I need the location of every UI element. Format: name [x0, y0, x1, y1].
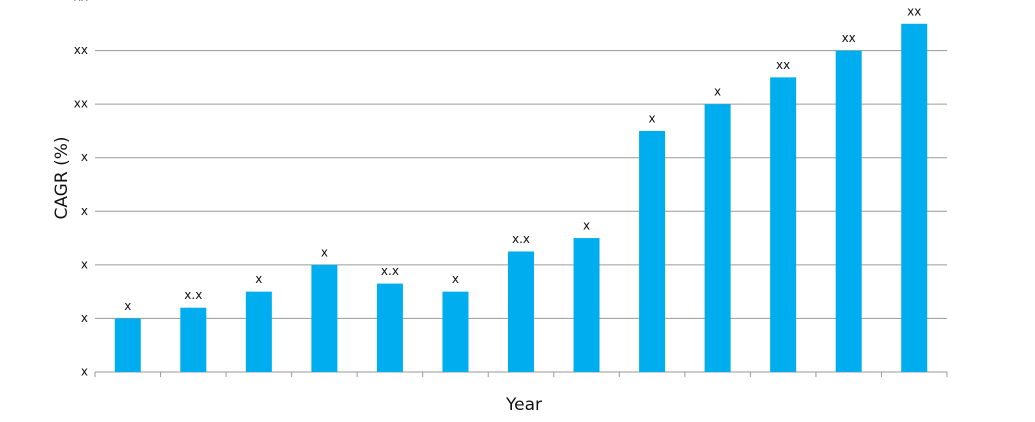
data-label: x.x: [381, 264, 399, 278]
data-label: x.x: [184, 288, 202, 302]
y-tick-label: x: [81, 150, 88, 164]
bar: [114, 318, 141, 372]
data-label: x: [255, 272, 262, 286]
bar: [901, 23, 928, 373]
y-tick-label: xx: [74, 43, 88, 57]
bar: [704, 104, 731, 373]
bar: [835, 50, 862, 372]
data-label: x: [452, 272, 459, 286]
bar: [245, 291, 272, 372]
y-tick-label: x: [81, 204, 88, 218]
y-tick-label: xx: [74, 97, 88, 111]
data-label: xx: [907, 4, 921, 18]
bar: [573, 238, 600, 372]
data-label: x: [321, 245, 328, 259]
bar: [770, 77, 797, 372]
data-label: x: [714, 85, 721, 99]
bar: [376, 283, 403, 372]
y-tick-label: x: [81, 257, 88, 271]
data-label: x: [649, 111, 656, 125]
bar: [508, 251, 534, 372]
y-tick-label: xx: [74, 0, 88, 4]
y-axis-title: CAGR (%): [52, 136, 72, 219]
data-label: xx: [776, 58, 790, 72]
bar: [180, 307, 207, 372]
bar: [311, 264, 338, 372]
data-label: x: [583, 219, 590, 233]
y-tick-label: x: [81, 365, 88, 379]
data-label: x.x: [512, 232, 530, 246]
data-label: xx: [842, 31, 856, 45]
data-label: x: [124, 299, 131, 313]
bar: [442, 291, 469, 372]
x-axis-title: Year: [505, 395, 542, 415]
y-tick-label: x: [81, 311, 88, 325]
bar: [639, 130, 666, 372]
